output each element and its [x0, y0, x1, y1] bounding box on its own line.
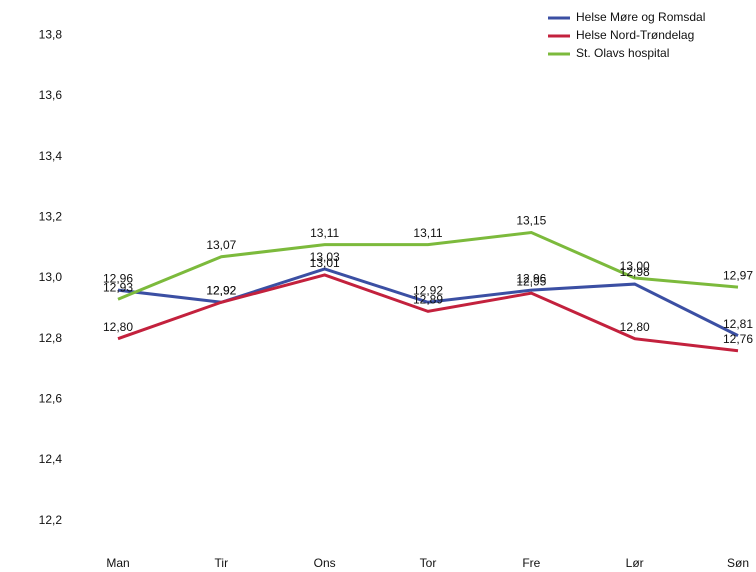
- data-label: 13,03: [310, 250, 340, 264]
- y-tick-label: 13,2: [39, 210, 63, 224]
- legend-label: St. Olavs hospital: [576, 46, 669, 60]
- x-tick-label: Lør: [626, 556, 644, 570]
- data-label: 12,80: [620, 320, 650, 334]
- data-label: 13,15: [516, 214, 546, 228]
- y-tick-label: 12,6: [39, 392, 63, 406]
- data-label: 12,97: [723, 268, 753, 282]
- data-label: 12,92: [206, 283, 236, 297]
- y-tick-label: 12,2: [39, 513, 63, 527]
- series-line: [117, 273, 739, 353]
- y-tick-label: 13,6: [39, 88, 63, 102]
- x-tick-label: Man: [106, 556, 129, 570]
- data-label: 12,81: [723, 317, 753, 331]
- data-label: 12,96: [516, 271, 546, 285]
- data-label: 12,92: [413, 283, 443, 297]
- x-tick-label: Ons: [314, 556, 336, 570]
- data-label: 12,80: [103, 320, 133, 334]
- data-label: 13,01: [310, 256, 340, 270]
- legend-label: Helse Nord-Trøndelag: [576, 28, 694, 42]
- legend-label: Helse Møre og Romsdal: [576, 10, 705, 24]
- data-label: 12,76: [723, 332, 753, 346]
- data-label: 13,11: [310, 226, 339, 240]
- y-tick-label: 12,8: [39, 331, 63, 345]
- data-label: 12,95: [516, 274, 546, 288]
- data-label: 12,98: [620, 265, 650, 279]
- y-tick-label: 12,4: [39, 452, 63, 466]
- data-label: 13,00: [620, 259, 650, 273]
- data-label: 13,11: [413, 226, 442, 240]
- data-label: 12,96: [103, 271, 133, 285]
- y-tick-label: 13,4: [39, 149, 63, 163]
- x-tick-label: Fre: [522, 556, 540, 570]
- data-label: 13,07: [206, 238, 236, 252]
- data-label: 12,93: [103, 280, 133, 294]
- series-line: [117, 230, 739, 301]
- x-tick-label: Tor: [420, 556, 437, 570]
- y-tick-label: 13,8: [39, 28, 63, 42]
- data-label: 12,89: [413, 293, 443, 307]
- x-tick-label: Søn: [727, 556, 749, 570]
- y-tick-label: 13,0: [39, 270, 63, 284]
- x-tick-label: Tir: [215, 556, 229, 570]
- data-label: 12,92: [206, 283, 236, 297]
